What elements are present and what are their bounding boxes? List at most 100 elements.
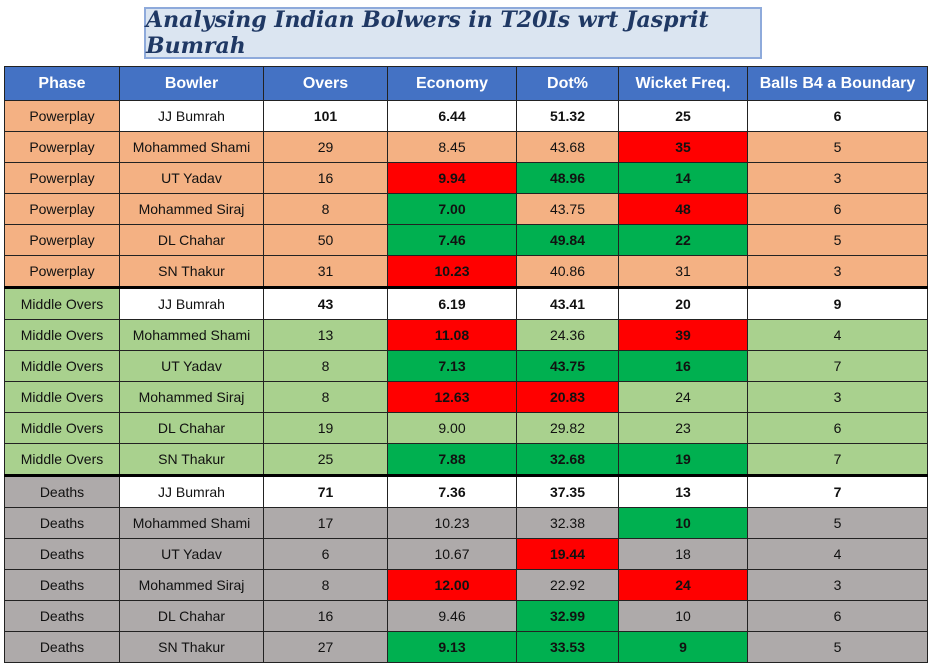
cell-wicket-freq: 24	[618, 381, 748, 413]
cell-balls-before-boundary: 9	[747, 286, 928, 320]
cell-wicket-freq: 35	[618, 131, 748, 163]
cell-phase: Powerplay	[4, 100, 120, 132]
cell-overs: 16	[263, 162, 388, 194]
cell-wicket-freq: 14	[618, 162, 748, 194]
cell-balls-before-boundary: 5	[747, 631, 928, 663]
cell-wicket-freq: 39	[618, 319, 748, 351]
cell-balls-before-boundary: 3	[747, 569, 928, 601]
table-row: Deaths SN Thakur 27 9.13 33.53 9 5	[4, 631, 928, 663]
cell-bowler: SN Thakur	[119, 255, 264, 288]
cell-economy: 9.13	[387, 631, 517, 663]
cell-overs: 17	[263, 507, 388, 539]
cell-bowler: Mohammed Shami	[119, 131, 264, 163]
cell-dot-percent: 51.32	[516, 100, 619, 132]
cell-bowler: Mohammed Siraj	[119, 381, 264, 413]
cell-wicket-freq: 24	[618, 569, 748, 601]
table-row: Middle Overs DL Chahar 19 9.00 29.82 23 6	[4, 412, 928, 444]
cell-economy: 7.88	[387, 443, 517, 476]
cell-wicket-freq: 10	[618, 600, 748, 632]
cell-wicket-freq: 48	[618, 193, 748, 225]
cell-balls-before-boundary: 4	[747, 538, 928, 570]
cell-economy: 10.23	[387, 255, 517, 288]
cell-phase: Middle Overs	[4, 319, 120, 351]
table-row: Powerplay DL Chahar 50 7.46 49.84 22 5	[4, 224, 928, 256]
cell-overs: 8	[263, 569, 388, 601]
header-phase: Phase	[4, 66, 120, 101]
cell-overs: 19	[263, 412, 388, 444]
cell-dot-percent: 32.38	[516, 507, 619, 539]
cell-overs: 8	[263, 381, 388, 413]
cell-economy: 7.46	[387, 224, 517, 256]
header-wicket-freq: Wicket Freq.	[618, 66, 748, 101]
cell-phase: Powerplay	[4, 224, 120, 256]
cell-overs: 25	[263, 443, 388, 476]
cell-phase: Powerplay	[4, 162, 120, 194]
cell-economy: 6.44	[387, 100, 517, 132]
cell-dot-percent: 19.44	[516, 538, 619, 570]
cell-overs: 31	[263, 255, 388, 288]
cell-balls-before-boundary: 7	[747, 474, 928, 508]
cell-bowler: Mohammed Shami	[119, 319, 264, 351]
table-row: Deaths UT Yadav 6 10.67 19.44 18 4	[4, 538, 928, 570]
cell-phase: Deaths	[4, 600, 120, 632]
cell-economy: 10.67	[387, 538, 517, 570]
table-row: Powerplay Mohammed Siraj 8 7.00 43.75 48 6	[4, 193, 928, 225]
cell-overs: 71	[263, 474, 388, 508]
cell-phase: Middle Overs	[4, 443, 120, 476]
header-economy: Economy	[387, 66, 517, 101]
cell-bowler: UT Yadav	[119, 350, 264, 382]
cell-balls-before-boundary: 6	[747, 193, 928, 225]
cell-wicket-freq: 22	[618, 224, 748, 256]
cell-balls-before-boundary: 6	[747, 100, 928, 132]
cell-balls-before-boundary: 5	[747, 131, 928, 163]
page-title: Analysing Indian Bolwers in T20Is wrt Ja…	[146, 7, 709, 59]
cell-bowler: DL Chahar	[119, 412, 264, 444]
cell-balls-before-boundary: 3	[747, 381, 928, 413]
header-overs: Overs	[263, 66, 388, 101]
cell-balls-before-boundary: 5	[747, 224, 928, 256]
table-row: Deaths JJ Bumrah 71 7.36 37.35 13 7	[4, 474, 928, 508]
cell-wicket-freq: 25	[618, 100, 748, 132]
cell-wicket-freq: 19	[618, 443, 748, 476]
cell-overs: 13	[263, 319, 388, 351]
cell-wicket-freq: 23	[618, 412, 748, 444]
cell-phase: Middle Overs	[4, 381, 120, 413]
table-row: Deaths Mohammed Shami 17 10.23 32.38 10 5	[4, 507, 928, 539]
title-box: Analysing Indian Bolwers in T20Is wrt Ja…	[144, 7, 762, 59]
header-bowler: Bowler	[119, 66, 264, 101]
cell-balls-before-boundary: 3	[747, 162, 928, 194]
cell-bowler: Mohammed Siraj	[119, 193, 264, 225]
cell-bowler: JJ Bumrah	[119, 100, 264, 132]
cell-economy: 7.13	[387, 350, 517, 382]
cell-dot-percent: 32.99	[516, 600, 619, 632]
cell-bowler: UT Yadav	[119, 538, 264, 570]
table-row: Deaths Mohammed Siraj 8 12.00 22.92 24 3	[4, 569, 928, 601]
cell-dot-percent: 43.75	[516, 350, 619, 382]
table-row: Powerplay SN Thakur 31 10.23 40.86 31 3	[4, 255, 928, 288]
cell-economy: 9.46	[387, 600, 517, 632]
cell-wicket-freq: 16	[618, 350, 748, 382]
table-row: Middle Overs Mohammed Siraj 8 12.63 20.83 24 3	[4, 381, 928, 413]
cell-overs: 8	[263, 350, 388, 382]
cell-phase: Deaths	[4, 631, 120, 663]
cell-dot-percent: 22.92	[516, 569, 619, 601]
cell-overs: 16	[263, 600, 388, 632]
cell-economy: 7.36	[387, 474, 517, 508]
header-row: Phase Bowler Overs Economy Dot% Wicket F…	[4, 66, 928, 101]
cell-phase: Powerplay	[4, 255, 120, 288]
table-row: Middle Overs Mohammed Shami 13 11.08 24.36 39…	[4, 319, 928, 351]
cell-phase: Deaths	[4, 569, 120, 601]
cell-overs: 8	[263, 193, 388, 225]
table-row: Middle Overs JJ Bumrah 43 6.19 43.41 20 9	[4, 286, 928, 320]
table-row: Powerplay Mohammed Shami 29 8.45 43.68 35 5	[4, 131, 928, 163]
cell-dot-percent: 24.36	[516, 319, 619, 351]
cell-bowler: SN Thakur	[119, 631, 264, 663]
cell-wicket-freq: 9	[618, 631, 748, 663]
cell-economy: 11.08	[387, 319, 517, 351]
cell-bowler: DL Chahar	[119, 224, 264, 256]
table-row: Middle Overs SN Thakur 25 7.88 32.68 19 7	[4, 443, 928, 476]
cell-economy: 6.19	[387, 286, 517, 320]
cell-overs: 29	[263, 131, 388, 163]
cell-bowler: SN Thakur	[119, 443, 264, 476]
cell-wicket-freq: 18	[618, 538, 748, 570]
